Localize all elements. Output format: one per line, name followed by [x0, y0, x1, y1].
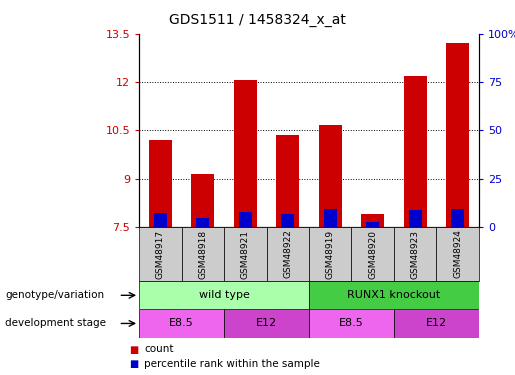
Bar	[352, 227, 394, 281]
Bar	[309, 309, 394, 338]
Bar	[319, 126, 342, 227]
Bar	[446, 44, 469, 227]
Bar	[366, 222, 379, 227]
Text: ■: ■	[129, 359, 138, 369]
Bar	[437, 227, 479, 281]
Bar	[234, 80, 257, 227]
Text: GSM48917: GSM48917	[156, 230, 165, 279]
Bar	[182, 227, 224, 281]
Bar	[451, 209, 464, 227]
Text: count: count	[144, 345, 174, 354]
Text: GDS1511 / 1458324_x_at: GDS1511 / 1458324_x_at	[169, 13, 346, 27]
Text: GSM48920: GSM48920	[368, 230, 377, 279]
Bar	[191, 174, 214, 227]
Bar	[267, 227, 309, 281]
Text: E8.5: E8.5	[169, 318, 194, 328]
Text: GSM48919: GSM48919	[326, 230, 335, 279]
Bar	[224, 309, 309, 338]
Text: ■: ■	[129, 345, 138, 354]
Bar	[154, 213, 167, 227]
Bar	[394, 309, 479, 338]
Bar	[139, 281, 309, 309]
Text: genotype/variation: genotype/variation	[5, 290, 104, 300]
Bar	[394, 227, 437, 281]
Bar	[224, 227, 267, 281]
Text: wild type: wild type	[199, 290, 249, 300]
Text: percentile rank within the sample: percentile rank within the sample	[144, 359, 320, 369]
Bar	[239, 212, 252, 227]
Bar	[309, 227, 351, 281]
Bar	[309, 281, 479, 309]
Text: GSM48924: GSM48924	[453, 230, 462, 279]
Bar	[361, 214, 384, 227]
Bar	[276, 135, 299, 227]
Text: GSM48918: GSM48918	[198, 230, 207, 279]
Bar	[139, 227, 182, 281]
Text: GSM48923: GSM48923	[411, 230, 420, 279]
Text: GSM48921: GSM48921	[241, 230, 250, 279]
Bar	[149, 140, 172, 227]
Bar	[409, 210, 422, 227]
Bar	[139, 309, 224, 338]
Bar	[404, 76, 427, 227]
Text: E12: E12	[256, 318, 277, 328]
Bar	[324, 210, 337, 227]
Text: E8.5: E8.5	[339, 318, 364, 328]
Text: E12: E12	[426, 318, 447, 328]
Text: RUNX1 knockout: RUNX1 knockout	[347, 290, 441, 300]
Bar	[196, 218, 209, 227]
Text: GSM48922: GSM48922	[283, 230, 292, 279]
Text: development stage: development stage	[5, 318, 106, 328]
Bar	[281, 214, 294, 227]
